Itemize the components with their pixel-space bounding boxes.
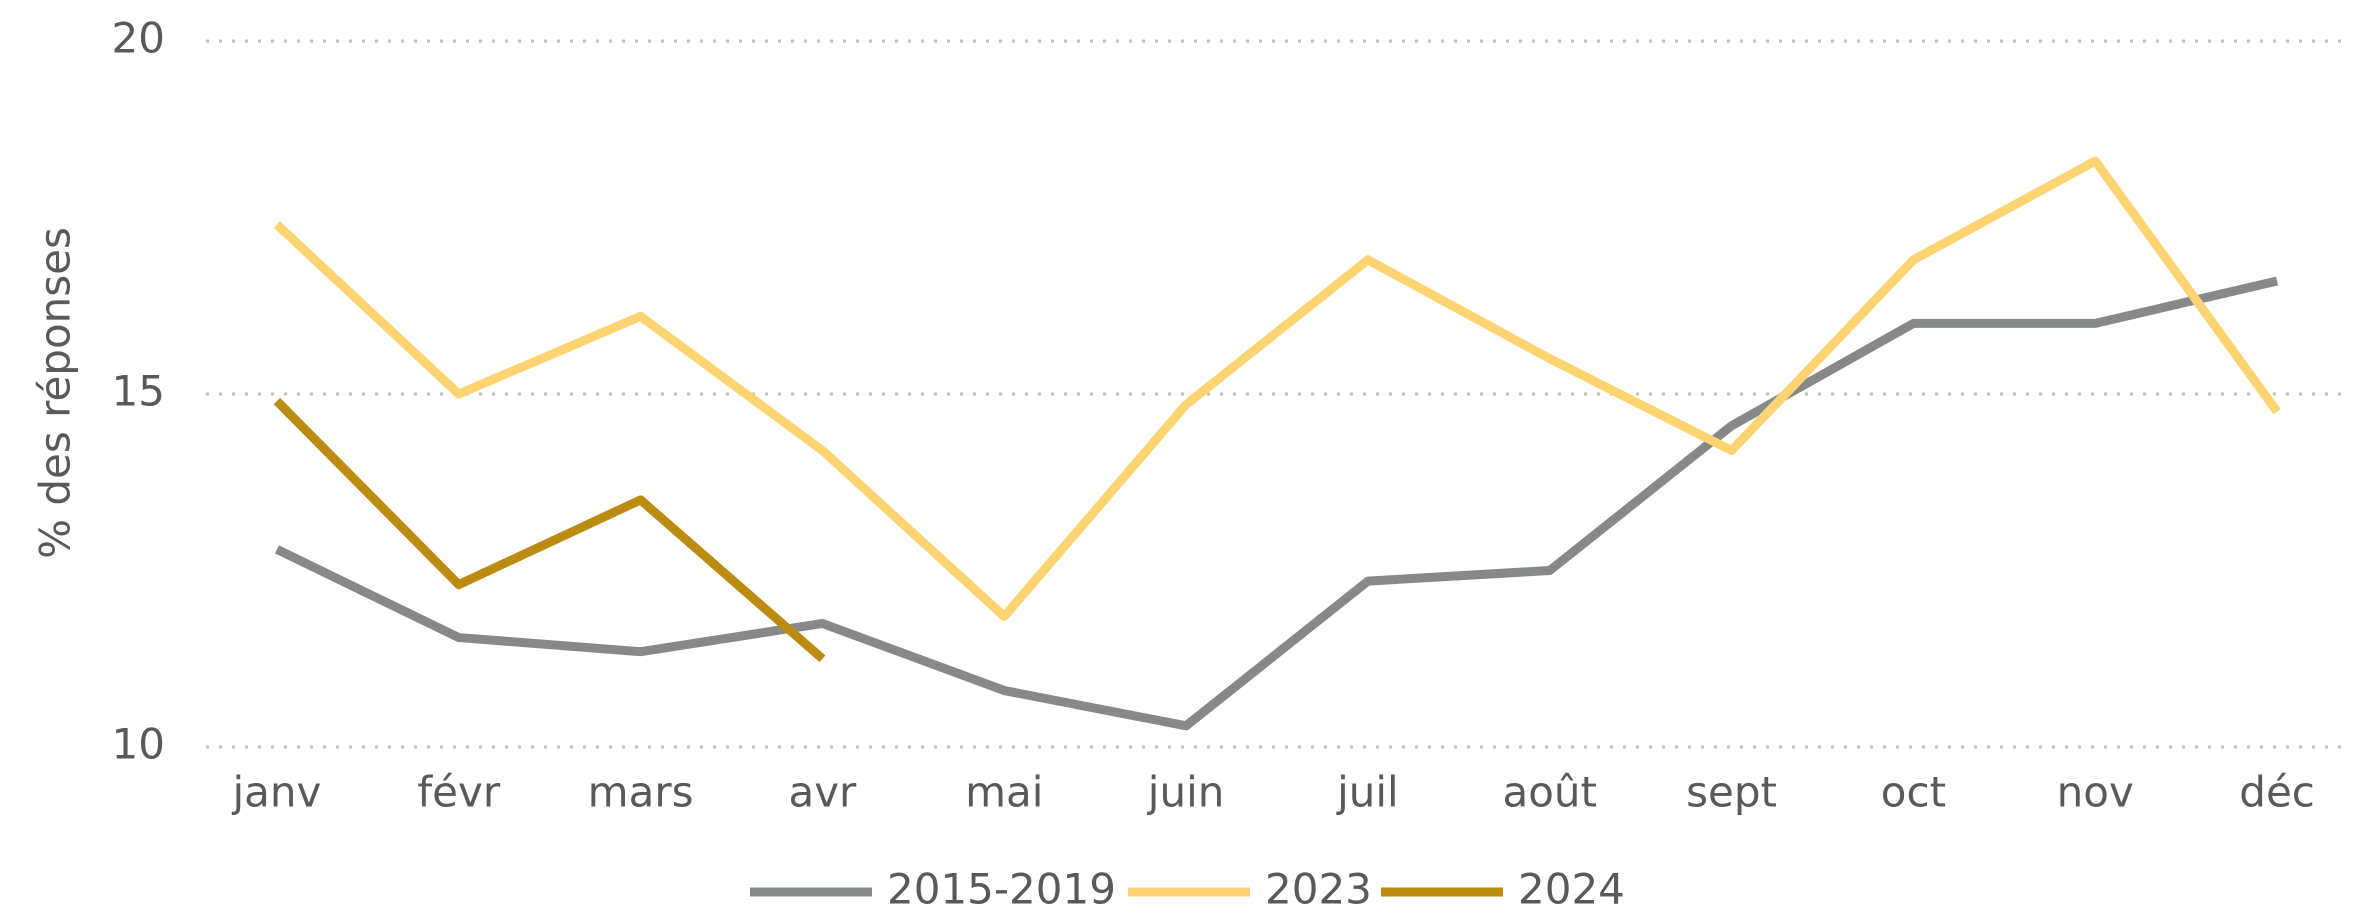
- x-tick-label: févr: [417, 768, 500, 817]
- x-tick-label: déc: [2239, 768, 2315, 817]
- x-tick-label: mars: [588, 768, 694, 817]
- y-tick-label: 15: [112, 367, 165, 416]
- x-tick-label: juin: [1147, 768, 1225, 817]
- legend-label: 2015-2019: [887, 865, 1116, 912]
- x-tick-label: oct: [1881, 768, 1946, 817]
- x-tick-label: août: [1502, 768, 1597, 817]
- x-tick-label: mai: [965, 768, 1043, 817]
- x-tick-label: janv: [231, 768, 321, 817]
- x-tick-label: avr: [788, 768, 857, 817]
- series-line: [273, 156, 2281, 621]
- x-tick-label: juil: [1336, 768, 1399, 817]
- legend-label: 2023: [1265, 865, 1372, 912]
- series-line: [273, 397, 826, 663]
- series-line: [274, 276, 2279, 731]
- x-tick-label: nov: [2057, 768, 2134, 817]
- y-axis-label: % des réponses: [31, 227, 80, 559]
- legend-label: 2024: [1518, 865, 1625, 912]
- y-tick-label: 20: [112, 14, 165, 63]
- x-tick-label: sept: [1686, 768, 1777, 817]
- y-tick-label: 10: [112, 720, 165, 769]
